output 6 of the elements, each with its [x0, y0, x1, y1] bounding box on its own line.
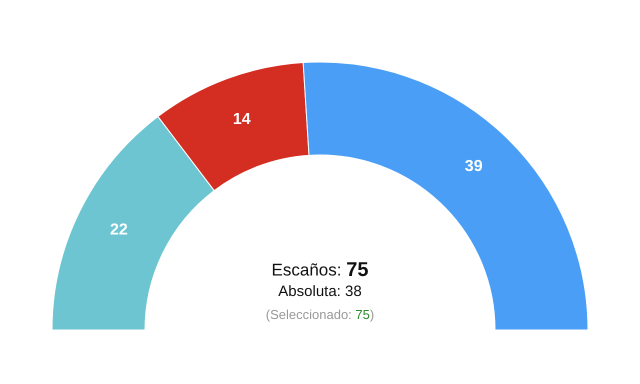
- data-label: 39: [464, 158, 483, 175]
- text: (Seleccionado: 75): [266, 307, 374, 322]
- data-label: 22: [110, 222, 128, 239]
- data-label: 14: [232, 111, 251, 128]
- text: Absoluta: 38: [278, 283, 362, 300]
- text: Escaños: 75: [272, 259, 368, 281]
